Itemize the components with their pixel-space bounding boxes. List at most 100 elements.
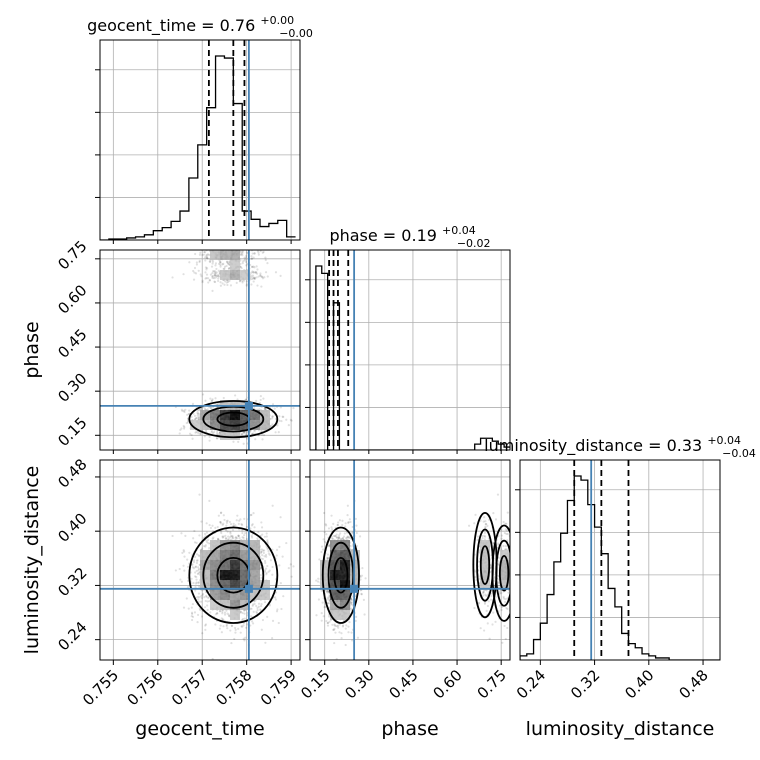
sample-point — [259, 245, 261, 247]
sample-point — [241, 279, 244, 283]
sample-point — [233, 626, 237, 630]
sample-point — [204, 624, 207, 627]
sample-point — [200, 407, 204, 410]
sample-point — [261, 277, 265, 280]
sample-point — [271, 415, 274, 418]
sample-point — [191, 563, 194, 566]
sample-point — [287, 424, 290, 427]
sample-point — [203, 596, 206, 599]
sample-point — [255, 265, 258, 268]
sample-point — [228, 520, 231, 524]
sample-point — [260, 603, 263, 606]
sample-point — [210, 431, 213, 434]
sample-point — [335, 657, 338, 660]
sample-point — [259, 552, 262, 555]
sample-point — [271, 619, 275, 622]
sample-point — [257, 275, 260, 278]
sample-point — [214, 526, 217, 529]
sample-point — [219, 530, 223, 533]
sample-point — [190, 433, 193, 437]
sample-point — [204, 247, 206, 249]
sample-point — [241, 625, 244, 628]
sample-point — [186, 585, 190, 589]
sample-point — [208, 523, 211, 527]
sample-point — [241, 262, 244, 265]
title-geocent_time: geocent_time = 0.76 +0.00 −0.00 — [87, 9, 313, 40]
sample-point — [193, 529, 196, 533]
sample-point — [264, 561, 267, 564]
sample-point — [210, 399, 213, 403]
sample-point — [217, 275, 220, 278]
sample-point — [328, 620, 331, 623]
density-cell — [210, 540, 220, 550]
sample-point — [214, 397, 217, 400]
sample-point — [228, 536, 232, 539]
sample-point — [227, 262, 230, 265]
sample-point — [253, 247, 255, 249]
sample-point — [214, 276, 217, 279]
density-cell — [230, 430, 240, 440]
sample-point — [289, 418, 292, 421]
sample-point — [203, 435, 206, 438]
sample-point — [259, 274, 262, 277]
sample-point — [200, 547, 204, 550]
sample-point — [260, 526, 264, 529]
sample-point — [255, 272, 259, 275]
sample-point — [336, 523, 339, 527]
sample-point — [211, 399, 214, 402]
sample-point — [219, 265, 222, 268]
sample-point — [196, 572, 199, 576]
sample-point — [266, 564, 269, 568]
sample-point — [253, 266, 256, 269]
frame-1-0 — [99, 249, 301, 451]
density-cell — [250, 580, 260, 590]
sample-point — [223, 611, 227, 614]
sample-point — [245, 283, 248, 286]
sample-point — [242, 247, 244, 249]
sample-point — [264, 256, 267, 259]
sample-point — [200, 275, 203, 278]
sample-point — [221, 282, 224, 285]
sample-point — [237, 522, 240, 525]
sample-point — [227, 537, 230, 541]
sample-point — [236, 514, 239, 517]
sample-point — [223, 265, 227, 268]
sample-point — [261, 438, 264, 441]
sample-point — [332, 628, 335, 631]
sample-point — [187, 607, 190, 610]
sample-point — [317, 598, 321, 601]
sample-point — [195, 417, 198, 420]
density-cell — [220, 430, 230, 440]
sample-point — [229, 534, 233, 538]
sample-point — [335, 533, 338, 536]
sample-point — [190, 606, 193, 609]
sample-point — [240, 433, 244, 436]
sample-point — [252, 271, 255, 274]
sample-point — [322, 615, 325, 618]
sample-point — [250, 257, 253, 260]
sample-point — [228, 263, 231, 266]
sample-point — [240, 267, 243, 270]
sample-point — [241, 536, 244, 539]
sample-point — [278, 415, 281, 418]
sample-point — [260, 521, 263, 524]
sample-point — [245, 626, 248, 629]
sample-point — [217, 275, 220, 278]
sample-point — [254, 438, 257, 441]
sample-point — [199, 600, 203, 603]
sample-point — [219, 624, 222, 627]
sample-point — [355, 531, 358, 535]
sample-point — [195, 581, 198, 584]
sample-point — [320, 611, 323, 615]
sample-point — [263, 569, 267, 572]
sample-point — [243, 256, 246, 259]
sample-point — [219, 511, 223, 515]
sample-point — [201, 279, 204, 282]
sample-point — [262, 549, 266, 552]
sample-point — [250, 432, 254, 435]
sample-point — [244, 532, 247, 535]
sample-point — [241, 529, 244, 532]
sample-point — [193, 414, 197, 418]
density-cell — [260, 590, 270, 600]
density-cell — [250, 410, 260, 420]
